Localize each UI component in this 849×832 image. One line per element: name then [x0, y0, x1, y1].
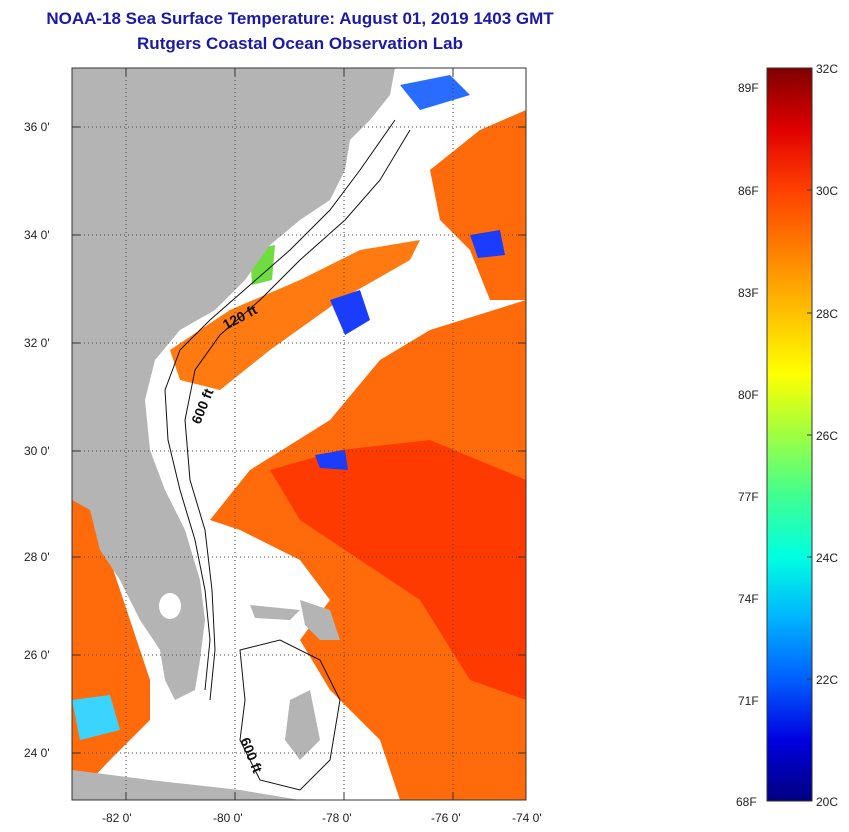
colorbar-label-28c: 28C: [816, 307, 838, 321]
lon-label-80: -80 0': [213, 811, 243, 825]
colorbar-label-22c: 22C: [816, 673, 838, 687]
colorbar-label-26c: 26C: [816, 429, 838, 443]
colorbar-label-32c: 32C: [816, 62, 838, 76]
sst-cool-patch: [315, 450, 348, 470]
colorbar-label-80f: 80F: [738, 388, 759, 402]
sst-cool-patch: [470, 230, 505, 258]
land-bahamas-abaco: [300, 600, 340, 640]
land-bahamas-grand: [250, 605, 300, 620]
map-subtitle: Rutgers Coastal Ocean Observation Lab: [137, 34, 463, 53]
sst-warm-band-coast: [170, 240, 420, 390]
colorbar-label-74f: 74F: [738, 592, 759, 606]
lake-okeechobee: [159, 593, 181, 619]
contour-120ft: [164, 119, 396, 691]
lat-label-26: 26 0': [24, 648, 50, 662]
colorbar-label-20c: 20C: [816, 795, 838, 809]
sst-cool-patch: [400, 75, 470, 110]
colorbar-label-86f: 86F: [738, 184, 759, 198]
colorbar-label-68f: 68F: [736, 795, 757, 809]
lat-label-28: 28 0': [24, 550, 50, 564]
sst-hot-region: [270, 440, 526, 700]
lat-label-36: 36 0': [24, 120, 50, 134]
lon-label-74: -74 0': [512, 811, 542, 825]
colorbar-label-30c: 30C: [816, 184, 838, 198]
land-bahamas-andros: [285, 690, 320, 760]
land-us-southeast: [72, 68, 395, 700]
map-frame: [71, 67, 527, 801]
colorbar-label-83f: 83F: [738, 286, 759, 300]
colorbar-label-89f: 89F: [738, 81, 759, 95]
colorbar-ticks: [807, 189, 812, 680]
map-title: NOAA-18 Sea Surface Temperature: August …: [46, 9, 554, 28]
contour-bahamas: [239, 639, 341, 791]
lon-label-76: -76 0': [431, 811, 461, 825]
lat-label-30: 30 0': [24, 444, 50, 458]
axis-ticks: [72, 68, 526, 800]
colorbar-label-77f: 77F: [738, 490, 759, 504]
colorbar-label-24c: 24C: [816, 551, 838, 565]
lat-label-32: 32 0': [24, 336, 50, 350]
lat-label-24: 24 0': [24, 746, 50, 760]
lon-label-78: -78 0': [322, 811, 352, 825]
sst-cool-patch: [72, 695, 120, 740]
sst-cool-patch: [330, 290, 370, 335]
colorbar: [766, 67, 813, 802]
lat-label-34: 34 0': [24, 228, 50, 242]
land-cuba: [72, 770, 300, 800]
contour-600ft: [184, 129, 411, 701]
lon-label-82: -82 0': [102, 811, 132, 825]
colorbar-label-71f: 71F: [738, 694, 759, 708]
